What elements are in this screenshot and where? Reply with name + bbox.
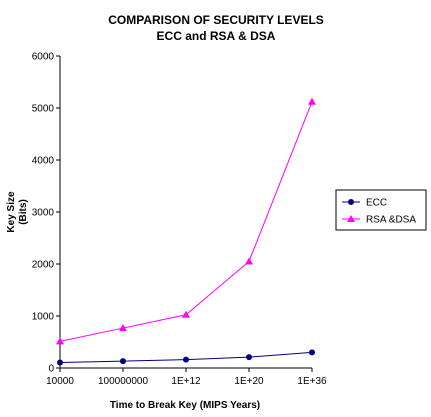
x-tick-label: 100000000	[98, 376, 148, 387]
x-tick-label: 10000	[46, 376, 74, 387]
y-tick-label: 6000	[32, 52, 55, 63]
legend-marker	[347, 215, 355, 222]
y-tick-label: 0	[48, 364, 54, 375]
data-point	[182, 310, 190, 318]
axes	[59, 56, 312, 369]
x-tick-label: 1E+20	[234, 376, 264, 387]
y-axis-title-line-2: (Bits)	[18, 199, 29, 225]
data-point	[245, 257, 253, 265]
data-point	[56, 337, 64, 345]
y-ticks: 0 1000 2000 3000 4000 5000 6000	[32, 52, 60, 375]
series-group	[56, 97, 316, 366]
data-point	[183, 356, 189, 363]
series-rsa-dsa	[56, 97, 316, 345]
data-point	[246, 354, 252, 361]
y-axis-title-line-1: Key Size	[6, 191, 17, 233]
series-line	[59, 101, 313, 342]
legend: ECC RSA &DSA	[335, 189, 427, 231]
x-tick-label: 1E+12	[171, 376, 201, 387]
legend-label: ECC	[366, 198, 387, 209]
chart-subtitle: ECC and RSA & DSA	[157, 29, 276, 43]
y-tick-label: 4000	[32, 156, 55, 167]
legend-marker	[348, 199, 354, 205]
data-point	[57, 359, 63, 366]
y-tick-label: 5000	[32, 104, 55, 115]
series-ecc	[57, 349, 315, 366]
y-axis-title: Key Size (Bits)	[6, 191, 29, 233]
legend-box	[335, 189, 427, 231]
data-point	[308, 97, 316, 105]
data-point	[309, 349, 315, 356]
data-point	[120, 358, 126, 365]
y-tick-label: 3000	[32, 208, 55, 219]
x-ticks: 10000 100000000 1E+12 1E+20 1E+36	[46, 368, 327, 387]
y-tick-label: 2000	[32, 260, 55, 271]
legend-label: RSA &DSA	[366, 215, 416, 226]
chart-title: COMPARISON OF SECURITY LEVELS	[108, 13, 324, 27]
y-tick-label: 1000	[32, 312, 55, 323]
data-point	[119, 324, 127, 332]
x-tick-label: 1E+36	[297, 376, 327, 387]
x-axis-title: Time to Break Key (MIPS Years)	[110, 400, 260, 411]
